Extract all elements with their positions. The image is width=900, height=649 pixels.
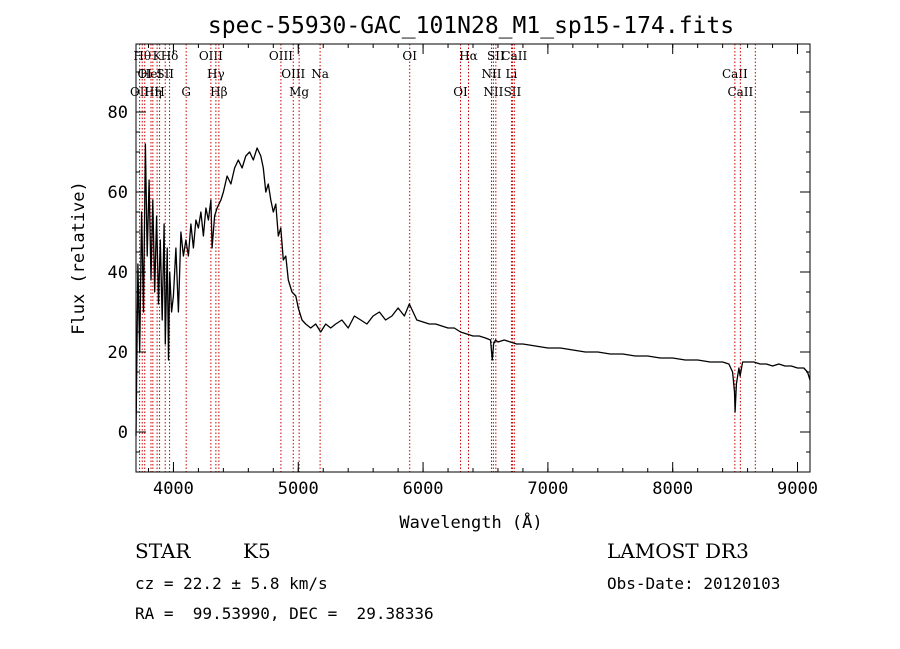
line-label-13: OIII [269, 49, 293, 63]
line-label-18: OI [453, 85, 468, 99]
line-label-14: OIII [281, 67, 305, 81]
x-tick-label-4: 8000 [652, 479, 693, 499]
y-tick-label-3: 60 [108, 183, 128, 203]
line-label-10: OIII [199, 49, 223, 63]
line-label-17: OI [402, 49, 417, 63]
line-label-12: Hβ [210, 85, 227, 99]
line-label-11: Hγ [207, 67, 225, 81]
x-tick-label-3: 7000 [527, 479, 568, 499]
observation-date: Obs-Date: 20120103 [607, 574, 781, 593]
redshift-velocity: cz = 22.2 ± 5.8 km/s [135, 574, 328, 593]
line-label-5: K [153, 49, 163, 63]
line-label-27: CaII [727, 85, 753, 99]
coordinates: RA = 99.53990, DEC = 29.38336 [135, 604, 434, 623]
line-label-8: Hδ [161, 49, 179, 63]
line-label-22: SII [487, 49, 505, 63]
line-label-4: Hη [144, 85, 162, 99]
line-label-15: Mg [289, 85, 309, 99]
x-tick-label-5: 9000 [777, 479, 818, 499]
line-label-6: H [154, 85, 164, 99]
y-tick-label-1: 20 [108, 343, 128, 363]
line-label-7: SII [156, 67, 174, 81]
survey-name: LAMOST DR3 [607, 539, 749, 563]
line-label-24: SII [504, 85, 522, 99]
y-axis-ticks: 0 20 40 60 80 [108, 51, 810, 473]
object-class: STAR [135, 539, 191, 563]
x-tick-label-2: 6000 [403, 479, 444, 499]
line-label-19: Hα [459, 49, 478, 63]
plot-frame [135, 43, 811, 473]
line-label-3: HeI [140, 67, 163, 81]
line-label-25: CaII [501, 49, 527, 63]
line-label-20: NII [481, 67, 501, 81]
y-tick-label-4: 80 [108, 103, 128, 123]
x-tick-label-0: 4000 [153, 479, 194, 499]
line-label-21: NII [483, 85, 503, 99]
line-label-16: Na [311, 67, 329, 81]
chart-title: spec-55930-GAC_101N28_M1_sp15-174.fits [208, 13, 734, 39]
y-tick-label-0: 0 [118, 423, 128, 443]
line-label-26: CaII [722, 67, 748, 81]
y-tick-label-2: 40 [108, 263, 128, 283]
spectrum-line [135, 143, 811, 437]
x-axis-label: Wavelength (Å) [399, 511, 542, 533]
line-label-23: Li [506, 67, 518, 81]
x-axis-ticks: 4000 5000 6000 7000 8000 9000 [147, 44, 818, 499]
y-axis-label: Flux (relative) [69, 181, 89, 335]
spectral-line-markers: OIIHθOIHeIHηKHSIIHδGOIIIHγHβOIIIOIIIMgNa… [130, 44, 756, 472]
line-label-2: OI [137, 67, 152, 81]
x-tick-label-1: 5000 [278, 479, 319, 499]
line-label-9: G [181, 85, 191, 99]
object-subclass: K5 [243, 539, 271, 563]
